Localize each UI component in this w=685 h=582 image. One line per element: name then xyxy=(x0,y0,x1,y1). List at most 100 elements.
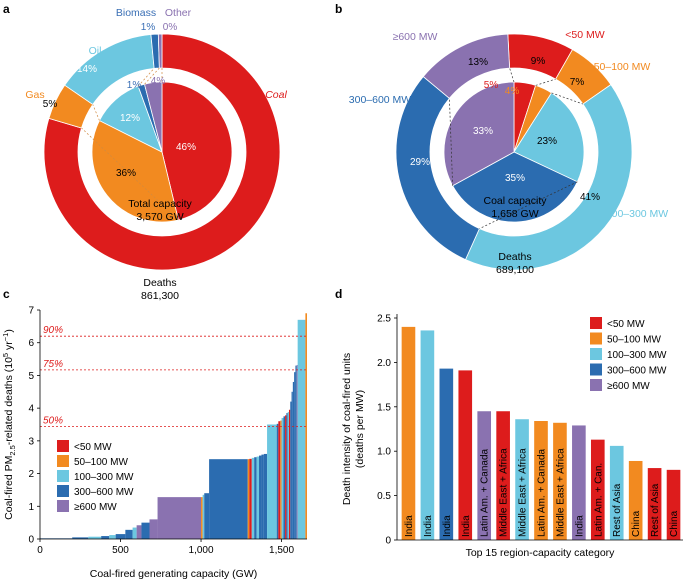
bar-11 xyxy=(157,497,202,539)
outer-pct-label-0: 9% xyxy=(531,56,546,67)
outer-pct-label-1: 5% xyxy=(43,99,58,110)
y-axis-label: Coal-fired PM2.5-related deaths (105 yr−… xyxy=(1,329,17,520)
y-axis-label-part-2: -related deaths (10 xyxy=(3,357,15,445)
category-label-1: 50–100 MW xyxy=(594,61,651,73)
legend-label-3: 300–600 MW xyxy=(74,487,134,498)
x-axis-label: Top 15 region-capacity category xyxy=(466,547,616,559)
bar-3 xyxy=(101,536,110,539)
bar-40 xyxy=(297,319,306,539)
y-tick-label-5: 5 xyxy=(28,371,34,382)
y-tick-label-2: 2 xyxy=(28,469,34,480)
bar-1 xyxy=(420,330,435,540)
bar-21 xyxy=(259,455,262,539)
legend-label-1: 50–100 MW xyxy=(74,457,128,468)
panel-a-donut: 80% 5% 14% 1% 0% 46% 36% 12% 1% 4% Total capacity3… xyxy=(25,7,287,302)
bar-5 xyxy=(115,534,126,539)
panel-c-cumulative-bar-chart: 90% 75% 50% 0 500 1,000 1,500 0 1 2 3 4 5 6 7 Coal-fire… xyxy=(1,306,307,580)
bar-category-label-3: India xyxy=(461,515,472,537)
inner-pct-label-4: 4% xyxy=(151,76,166,87)
outer-pct-label-2: 14% xyxy=(77,64,97,75)
bar-36 xyxy=(292,381,295,539)
category-label-3: 300–600 MW xyxy=(349,94,412,106)
bar-2 xyxy=(439,368,454,540)
bar-14 xyxy=(666,469,681,540)
outer-slice-0 xyxy=(43,33,281,271)
bar-3 xyxy=(458,370,473,540)
bar-2 xyxy=(88,536,102,539)
bar-10 xyxy=(590,439,605,540)
y-axis-label-part-4: yr xyxy=(3,341,15,353)
x-tick-label-1: 500 xyxy=(112,545,129,556)
y-axis-label-part-6: ) xyxy=(3,329,15,333)
bar-16 xyxy=(247,459,250,539)
panel-b-donut: 9%7%41%29%13%5%4%23%35%33%Coal capacity1… xyxy=(349,29,669,276)
y-axis-label-part-1: 2.5 xyxy=(8,445,17,455)
bar-27 xyxy=(280,420,282,539)
x-axis-label: Coal-fired generating capacity (GW) xyxy=(90,568,257,580)
bar-25 xyxy=(276,423,279,539)
outer-pct-label-4: 13% xyxy=(468,57,488,68)
bar-37 xyxy=(294,372,296,539)
panel-d-bar-chart: India India India India Latin Am. + Canada Mi… xyxy=(341,314,683,559)
bar-1 xyxy=(72,537,89,539)
capacity-title: Total capacity xyxy=(128,198,192,210)
bar-4 xyxy=(109,535,116,539)
bar-24 xyxy=(267,424,277,539)
bar-26 xyxy=(278,421,281,539)
y-tick-label-1: 1 xyxy=(28,502,34,513)
bar-23 xyxy=(263,453,268,539)
legend-swatch-3 xyxy=(590,363,602,376)
y-tick-label-4: 2.0 xyxy=(377,358,391,369)
bar-6 xyxy=(515,419,529,540)
panel-letter-a: a xyxy=(3,2,10,16)
bar-category-label-10: Latin Am. + Can. xyxy=(593,463,604,537)
y-tick-label-0: 0 xyxy=(385,536,391,547)
y-tick-label-6: 6 xyxy=(28,338,34,349)
y-axis-label-line1: Death intensity of coal-fired units xyxy=(341,353,353,505)
y-tick-label-4: 4 xyxy=(28,404,34,415)
bar-category-label-1: India xyxy=(423,515,434,537)
category-label-4: Coal xyxy=(265,89,287,101)
connector-line-2 xyxy=(92,104,100,121)
inner-slice-2 xyxy=(513,92,585,183)
x-tick-label-3: 1,500 xyxy=(269,545,294,556)
inner-pct-label-4: 33% xyxy=(473,126,493,137)
legend-label-4: ≥600 MW xyxy=(607,381,650,392)
y-tick-label-7: 7 xyxy=(28,306,34,317)
capacity-value: 1,658 GW xyxy=(491,208,538,220)
x-tick-label-0: 0 xyxy=(37,545,43,556)
bar-category-label-12: China xyxy=(631,510,642,537)
deaths-value: 861,300 xyxy=(141,290,179,302)
bar-5 xyxy=(496,411,510,540)
category-label-0: <50 MW xyxy=(565,29,604,41)
category-label-2: 100–300 MW xyxy=(606,208,669,220)
y-axis-label-part-3: 5 xyxy=(1,353,10,357)
y-tick-label-3: 1.5 xyxy=(377,402,391,413)
legend-swatch-3 xyxy=(57,485,69,497)
bar-31 xyxy=(286,413,288,539)
bar-9 xyxy=(141,522,150,539)
legend-label-4: ≥600 MW xyxy=(74,502,117,513)
deaths-title: Deaths xyxy=(498,251,531,263)
inner-slice-4 xyxy=(443,81,515,187)
bar-category-label-7: Latin Am. + Canada xyxy=(537,448,548,537)
outer-pct-label-0: 80% xyxy=(230,254,250,265)
inner-slice-0 xyxy=(161,81,233,221)
outer-pct-label-3: 1% xyxy=(141,22,156,33)
bar-6 xyxy=(125,529,133,539)
legend-label-1: 50–100 MW xyxy=(607,335,661,346)
bar-35 xyxy=(291,391,293,539)
category-label-0: Biomass xyxy=(116,7,156,19)
legend-swatch-4 xyxy=(590,379,602,391)
inner-pct-label-1: 4% xyxy=(505,86,520,97)
bar-category-label-6: Middle East + Africa xyxy=(518,448,529,537)
bar-19 xyxy=(254,457,257,539)
bar-33 xyxy=(288,409,291,539)
inner-pct-label-1: 36% xyxy=(116,168,136,179)
bar-14 xyxy=(204,493,210,539)
x-tick-label-2: 1,000 xyxy=(189,545,214,556)
bar-10 xyxy=(149,519,158,539)
bar-7 xyxy=(132,527,137,539)
bar-41 xyxy=(305,313,307,539)
legend-label-3: 300–600 MW xyxy=(607,366,667,377)
